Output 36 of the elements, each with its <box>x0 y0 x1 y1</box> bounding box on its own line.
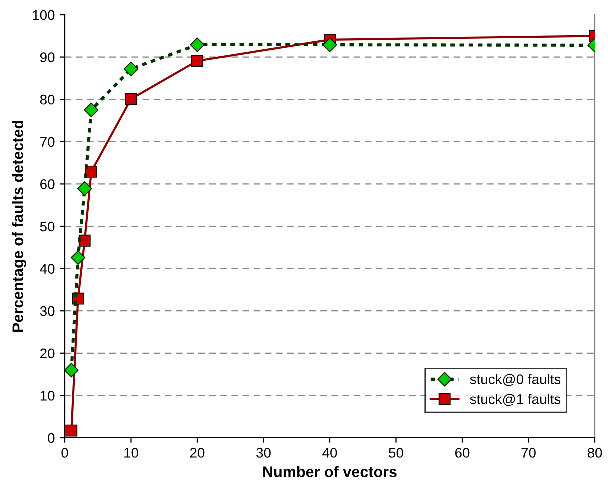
y-tick-label: 40 <box>40 264 55 274</box>
x-tick-label: 40 <box>322 448 338 458</box>
point <box>70 250 86 266</box>
point <box>86 166 98 178</box>
point <box>190 38 205 52</box>
x-tick-label: 70 <box>522 448 536 458</box>
y-tick-label: 80 <box>40 94 55 105</box>
x-tick-label: 20 <box>190 448 205 458</box>
x-tick-label: 50 <box>389 448 404 458</box>
point <box>78 234 91 247</box>
point <box>192 55 204 68</box>
point <box>78 182 92 196</box>
point <box>84 102 99 118</box>
point <box>322 38 338 52</box>
x-tick-label: 60 <box>455 448 470 458</box>
y-tick-label: 60 <box>40 180 55 190</box>
y-tick-label: 30 <box>40 306 55 316</box>
y-tick-label: 100 <box>33 10 55 20</box>
x-axis-title: Number of vectors <box>264 466 397 478</box>
y-tick-label: 20 <box>40 348 55 359</box>
y-tick-label: 10 <box>40 391 55 401</box>
y-tick-label: 0 <box>48 433 55 444</box>
x-tick-label: 0 <box>62 448 68 458</box>
point <box>66 424 78 437</box>
point <box>65 363 79 378</box>
legend-label: stuck@1 faults <box>470 394 561 406</box>
y-tick-label: 70 <box>40 137 55 148</box>
point <box>125 93 138 106</box>
point <box>124 62 139 76</box>
y-tick-label: 50 <box>40 222 55 232</box>
y-axis-title: Percentage of faults detected <box>12 120 27 332</box>
legend-label: stuck@0 faults <box>470 374 561 386</box>
x-tick-label: 30 <box>256 448 271 458</box>
x-tick-label: 80 <box>588 448 602 458</box>
x-tick-label: 10 <box>124 448 138 458</box>
y-tick-label: 90 <box>40 52 55 62</box>
